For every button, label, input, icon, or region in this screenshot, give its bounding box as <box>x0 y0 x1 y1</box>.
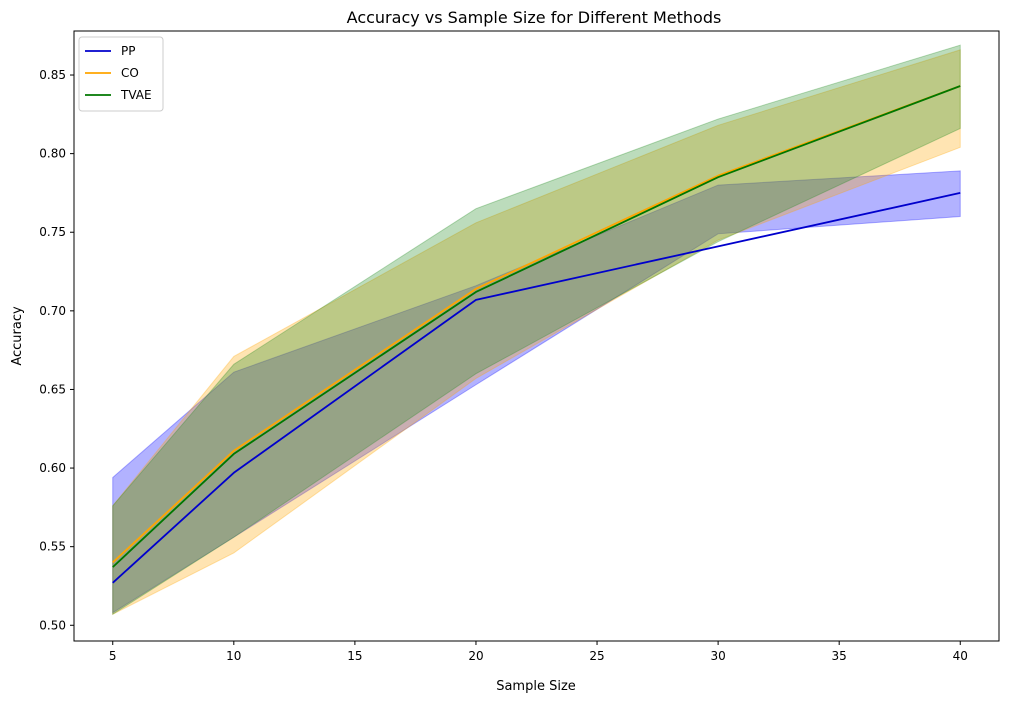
x-tick-label: 10 <box>226 649 241 663</box>
x-tick-label: 5 <box>109 649 117 663</box>
x-tick-label: 25 <box>589 649 604 663</box>
x-tick-label: 35 <box>832 649 847 663</box>
legend-label-co: CO <box>121 66 139 80</box>
x-tick-label: 40 <box>953 649 968 663</box>
y-tick-label: 0.55 <box>39 540 66 554</box>
legend-label-pp: PP <box>121 44 135 58</box>
series-lines <box>112 85 961 584</box>
y-tick-label: 0.85 <box>39 68 66 82</box>
x-tick-label: 15 <box>347 649 362 663</box>
y-tick-label: 0.50 <box>39 618 66 632</box>
x-axis-label: Sample Size <box>496 679 576 694</box>
plot-frame <box>73 30 1000 642</box>
band-pp <box>112 170 961 614</box>
band-co <box>112 49 961 616</box>
line-tvae <box>112 85 961 568</box>
legend-box <box>78 36 164 112</box>
chart-title: Accuracy vs Sample Size for Different Me… <box>347 8 722 27</box>
y-tick-label: 0.80 <box>39 147 66 161</box>
x-axis-ticks: 5 10 15 20 25 30 35 40 <box>109 641 968 663</box>
y-tick-label: 0.75 <box>39 225 66 239</box>
y-tick-label: 0.70 <box>39 304 66 318</box>
y-tick-label: 0.65 <box>39 382 66 396</box>
legend: PP CO TVAE <box>78 36 164 112</box>
line-co <box>112 85 961 564</box>
x-tick-label: 30 <box>710 649 725 663</box>
band-tvae <box>112 44 961 616</box>
legend-label-tvae: TVAE <box>120 88 152 102</box>
x-tick-label: 20 <box>468 649 483 663</box>
y-axis-label: Accuracy <box>10 306 25 366</box>
y-tick-label: 0.60 <box>39 461 66 475</box>
confidence-bands <box>112 44 961 616</box>
line-pp <box>112 192 961 584</box>
y-axis-ticks: 0.50 0.55 0.60 0.65 0.70 0.75 0.80 0.85 <box>39 68 74 632</box>
